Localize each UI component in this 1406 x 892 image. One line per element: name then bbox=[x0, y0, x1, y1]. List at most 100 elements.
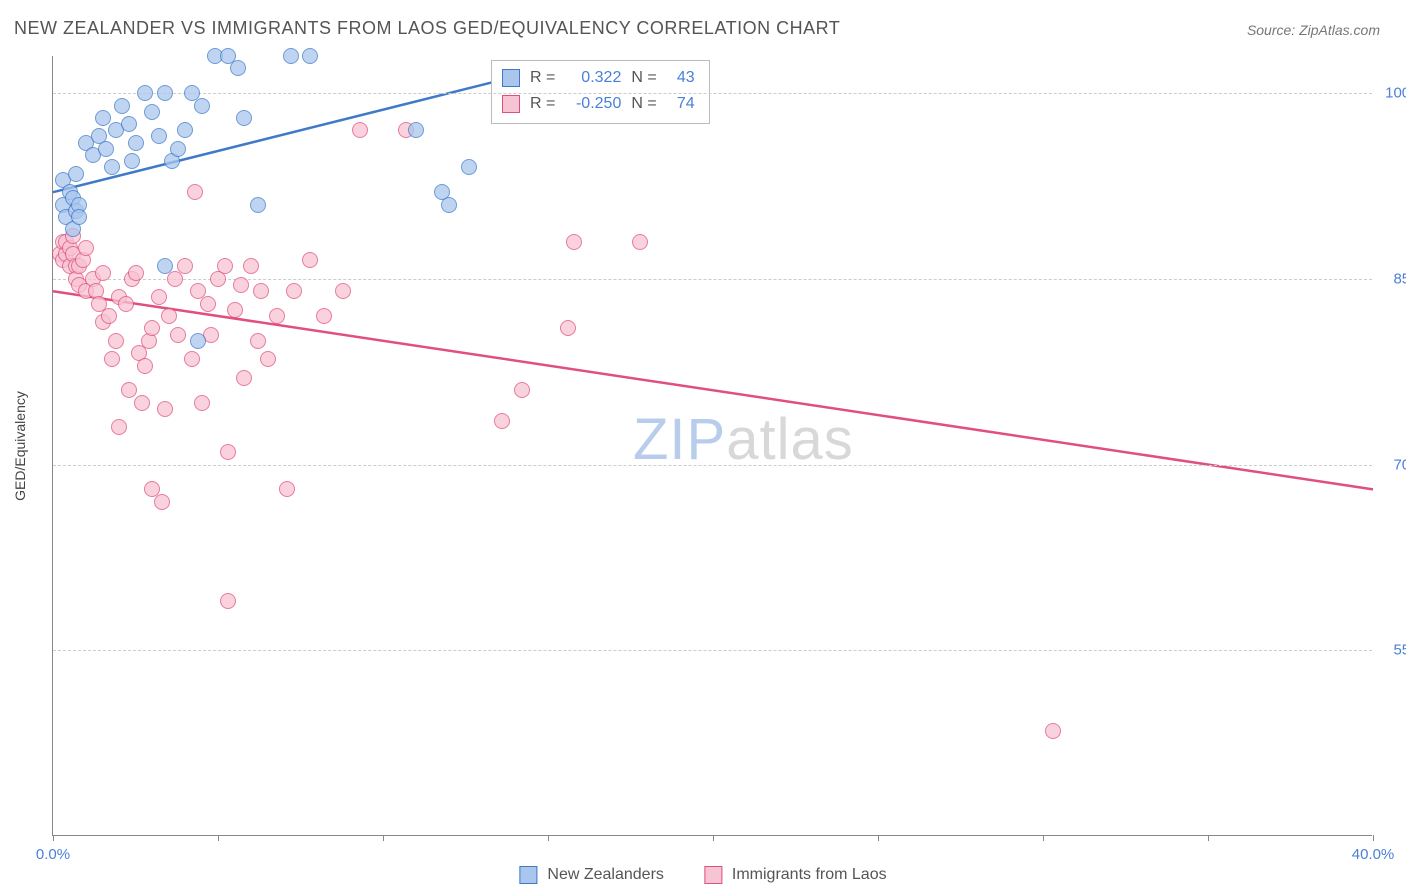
source-attribution: Source: ZipAtlas.com bbox=[1247, 22, 1380, 38]
stat-swatch bbox=[502, 69, 520, 87]
scatter-point-nz bbox=[114, 98, 130, 114]
scatter-point-nz bbox=[194, 98, 210, 114]
scatter-point-laos bbox=[335, 283, 351, 299]
scatter-point-laos bbox=[104, 351, 120, 367]
trendline-laos bbox=[53, 291, 1373, 489]
gridline-h bbox=[53, 465, 1372, 466]
scatter-point-laos bbox=[220, 593, 236, 609]
scatter-point-laos bbox=[260, 351, 276, 367]
scatter-point-laos bbox=[279, 481, 295, 497]
scatter-point-nz bbox=[250, 197, 266, 213]
correlation-stat-box: R =0.322N =43R =-0.250N =74 bbox=[491, 60, 710, 124]
xtick bbox=[1208, 835, 1209, 841]
scatter-point-nz bbox=[408, 122, 424, 138]
legend-item-new-zealanders: New Zealanders bbox=[519, 866, 664, 884]
scatter-point-nz bbox=[157, 85, 173, 101]
plot-area: ZIPatlas R =0.322N =43R =-0.250N =74 55.… bbox=[52, 56, 1372, 836]
legend-swatch-pink bbox=[704, 866, 722, 884]
scatter-point-laos bbox=[101, 308, 117, 324]
scatter-point-laos bbox=[161, 308, 177, 324]
scatter-point-laos bbox=[1045, 723, 1061, 739]
gridline-h bbox=[53, 279, 1372, 280]
scatter-point-laos bbox=[200, 296, 216, 312]
scatter-point-laos bbox=[566, 234, 582, 250]
ytick-label: 85.0% bbox=[1393, 270, 1406, 287]
scatter-point-laos bbox=[128, 265, 144, 281]
xtick bbox=[53, 835, 54, 841]
scatter-point-laos bbox=[118, 296, 134, 312]
stat-n-value: 74 bbox=[667, 91, 695, 117]
scatter-point-laos bbox=[184, 351, 200, 367]
stat-row-laos: R =-0.250N =74 bbox=[502, 91, 695, 117]
y-axis-label: GED/Equivalency bbox=[12, 391, 28, 501]
stat-n-value: 43 bbox=[667, 65, 695, 91]
scatter-point-nz bbox=[302, 48, 318, 64]
ytick-label: 55.0% bbox=[1393, 642, 1406, 659]
scatter-point-nz bbox=[137, 85, 153, 101]
xtick-label: 0.0% bbox=[36, 846, 70, 863]
scatter-point-laos bbox=[227, 302, 243, 318]
xtick bbox=[383, 835, 384, 841]
scatter-point-laos bbox=[217, 258, 233, 274]
scatter-point-laos bbox=[286, 283, 302, 299]
scatter-point-laos bbox=[137, 358, 153, 374]
scatter-point-nz bbox=[104, 159, 120, 175]
scatter-point-nz bbox=[157, 258, 173, 274]
scatter-point-laos bbox=[78, 240, 94, 256]
scatter-point-laos bbox=[154, 494, 170, 510]
scatter-point-nz bbox=[121, 116, 137, 132]
scatter-point-laos bbox=[121, 382, 137, 398]
legend-swatch-blue bbox=[519, 866, 537, 884]
scatter-point-nz bbox=[441, 197, 457, 213]
scatter-point-nz bbox=[461, 159, 477, 175]
stat-swatch bbox=[502, 95, 520, 113]
scatter-point-laos bbox=[494, 413, 510, 429]
scatter-point-laos bbox=[236, 370, 252, 386]
scatter-point-nz bbox=[236, 110, 252, 126]
xtick bbox=[1373, 835, 1374, 841]
scatter-point-nz bbox=[283, 48, 299, 64]
scatter-point-laos bbox=[243, 258, 259, 274]
scatter-point-laos bbox=[250, 333, 266, 349]
scatter-point-laos bbox=[632, 234, 648, 250]
scatter-point-laos bbox=[95, 265, 111, 281]
scatter-point-laos bbox=[316, 308, 332, 324]
scatter-point-nz bbox=[190, 333, 206, 349]
gridline-h bbox=[53, 650, 1372, 651]
xtick bbox=[218, 835, 219, 841]
scatter-point-laos bbox=[352, 122, 368, 138]
legend-item-immigrants-laos: Immigrants from Laos bbox=[704, 866, 887, 884]
watermark-atlas: atlas bbox=[726, 407, 854, 472]
watermark-zip: ZIP bbox=[633, 407, 726, 472]
scatter-point-laos bbox=[144, 320, 160, 336]
xtick bbox=[713, 835, 714, 841]
stat-r-value: -0.250 bbox=[565, 91, 621, 117]
trend-lines-layer bbox=[53, 56, 1372, 835]
gridline-h bbox=[53, 93, 1372, 94]
scatter-point-laos bbox=[302, 252, 318, 268]
scatter-point-nz bbox=[71, 209, 87, 225]
scatter-point-laos bbox=[108, 333, 124, 349]
scatter-point-nz bbox=[95, 110, 111, 126]
xtick bbox=[1043, 835, 1044, 841]
xtick bbox=[548, 835, 549, 841]
scatter-point-laos bbox=[111, 419, 127, 435]
scatter-point-nz bbox=[177, 122, 193, 138]
xtick-label: 40.0% bbox=[1352, 846, 1395, 863]
scatter-point-laos bbox=[220, 444, 236, 460]
scatter-point-laos bbox=[177, 258, 193, 274]
scatter-point-laos bbox=[269, 308, 285, 324]
scatter-point-laos bbox=[134, 395, 150, 411]
stat-r-value: 0.322 bbox=[565, 65, 621, 91]
ytick-label: 100.0% bbox=[1385, 85, 1406, 102]
stat-row-nz: R =0.322N =43 bbox=[502, 65, 695, 91]
scatter-point-nz bbox=[230, 60, 246, 76]
scatter-point-laos bbox=[170, 327, 186, 343]
scatter-point-nz bbox=[128, 135, 144, 151]
xtick bbox=[878, 835, 879, 841]
scatter-point-laos bbox=[560, 320, 576, 336]
watermark: ZIPatlas bbox=[633, 406, 854, 473]
scatter-point-laos bbox=[233, 277, 249, 293]
stat-r-label: R = bbox=[530, 65, 555, 91]
chart-title: NEW ZEALANDER VS IMMIGRANTS FROM LAOS GE… bbox=[14, 18, 840, 39]
